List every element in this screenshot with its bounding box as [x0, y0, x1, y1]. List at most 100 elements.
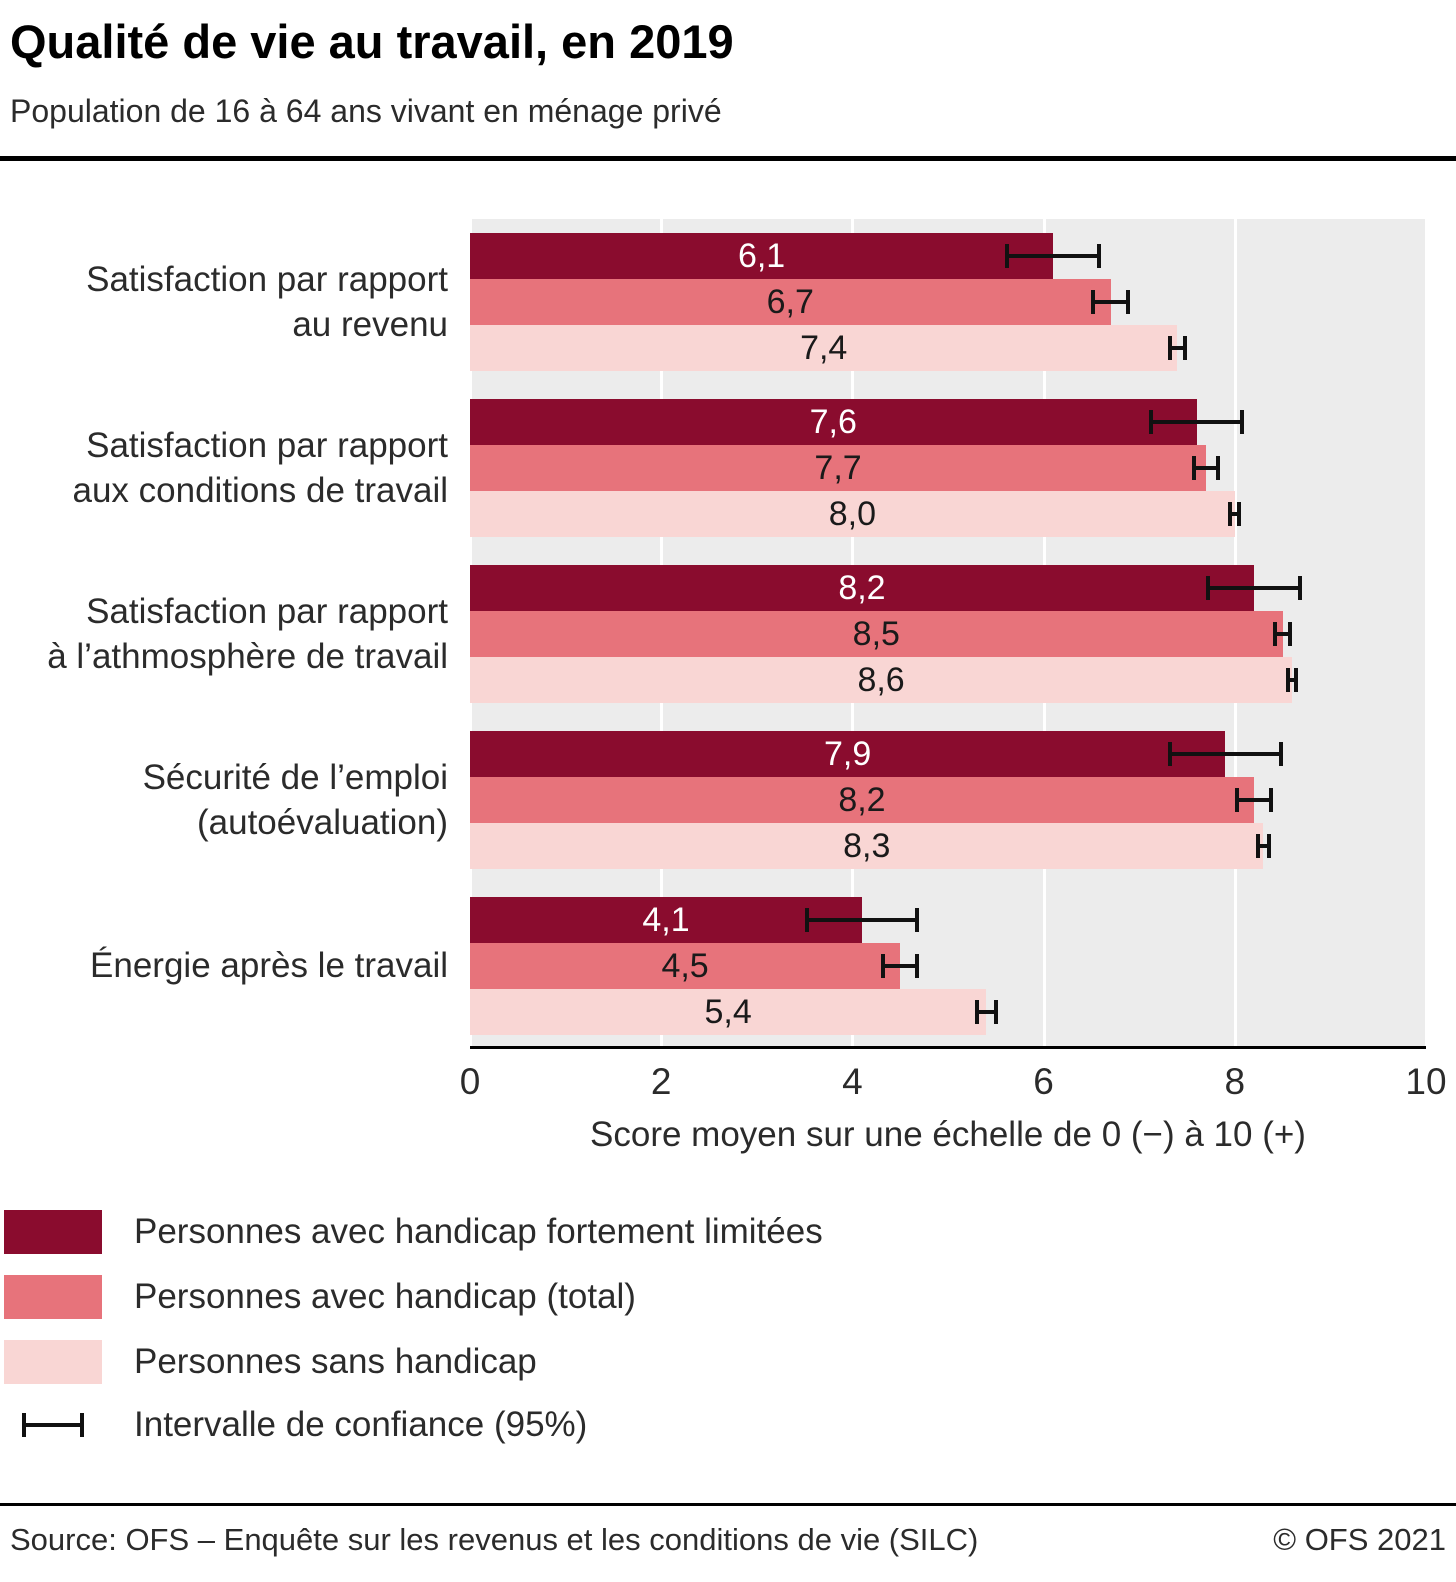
confidence-interval [804, 908, 920, 932]
value-label: 7,4 [800, 329, 848, 367]
bar-row: 8,2 [470, 777, 1426, 823]
category-bars: 8,2 8,5 8,6 [470, 551, 1426, 717]
value-label: 8,3 [843, 827, 891, 865]
legend-item: Intervalle de confiance (95%) [4, 1405, 1456, 1445]
bar: 5,4 [470, 989, 987, 1035]
confidence-interval [881, 954, 920, 978]
bar-row: 8,2 [470, 565, 1426, 611]
confidence-interval [974, 1000, 998, 1024]
value-label: 4,5 [661, 947, 709, 985]
category-bars: 6,1 6,7 7,4 [470, 219, 1426, 385]
x-tick-label: 4 [842, 1061, 863, 1102]
x-axis-label: Score moyen sur une échelle de 0 (−) à 1… [590, 1115, 1306, 1154]
category-label: Satisfaction par rapport au revenu [86, 259, 448, 345]
legend-label: Personnes sans handicap [134, 1342, 537, 1381]
confidence-interval [1234, 788, 1274, 812]
category-group: Énergie après le travail 4,1 4,5 5,4 [0, 883, 1426, 1049]
bar-row: 6,1 [470, 233, 1426, 279]
header: Qualité de vie au travail, en 2019 Popul… [0, 0, 1456, 130]
legend-item: Personnes sans handicap [4, 1340, 1456, 1384]
bar: 4,1 [470, 897, 862, 943]
legend-swatch [4, 1210, 102, 1254]
value-label: 6,1 [737, 237, 786, 275]
bar-row: 8,3 [470, 823, 1426, 869]
confidence-interval [1273, 622, 1293, 646]
legend-label: Intervalle de confiance (95%) [134, 1405, 588, 1444]
category-bars: 7,6 7,7 8,0 [470, 385, 1426, 551]
bar-row: 7,7 [470, 445, 1426, 491]
chart: Satisfaction par rapport au revenu 6,1 6,7… [0, 219, 1447, 1155]
confidence-interval [1191, 456, 1221, 480]
value-label: 8,0 [828, 495, 877, 533]
category-group: Satisfaction par rapport à l’athmosphère… [0, 551, 1426, 717]
legend-item: Personnes avec handicap (total) [4, 1275, 1456, 1319]
ci-icon-line [22, 1423, 84, 1427]
ci-line [974, 1010, 998, 1014]
ci-line [804, 918, 920, 922]
bar: 7,9 [470, 731, 1226, 777]
x-tick-label: 0 [459, 1061, 481, 1102]
value-label: 4,1 [642, 901, 690, 939]
legend-label: Personnes avec handicap (total) [134, 1277, 636, 1316]
bar-row: 6,7 [470, 279, 1426, 325]
ci-line [1206, 586, 1302, 590]
bar: 7,7 [470, 445, 1207, 491]
category-group: Sécurité de l’emploi (autoévaluation) 7,9… [0, 717, 1426, 883]
bar: 6,1 [470, 233, 1054, 279]
footer: Source: OFS – Enquête sur les revenus et… [0, 1503, 1456, 1582]
header-divider [0, 156, 1456, 161]
ci-line [1234, 798, 1274, 802]
ci-line [881, 964, 920, 968]
value-label: 6,7 [766, 283, 814, 321]
bar: 4,5 [470, 943, 901, 989]
x-tick-label: 8 [1224, 1061, 1246, 1102]
ci-line [1255, 844, 1272, 848]
bar: 8,0 [470, 491, 1235, 537]
x-tick-label: 6 [1033, 1061, 1054, 1102]
legend-label: Personnes avec handicap fortement limité… [134, 1212, 823, 1251]
confidence-interval [1255, 834, 1272, 858]
bar: 8,2 [470, 777, 1254, 823]
legend-item: Personnes avec handicap fortement limité… [4, 1210, 1456, 1254]
x-axis-ticks: 0 2 4 6 8 10 [460, 1049, 1447, 1105]
ci-line [1273, 632, 1293, 636]
page-subtitle: Population de 16 à 64 ans vivant en ména… [10, 93, 722, 129]
category-group: Satisfaction par rapport aux conditions … [0, 385, 1426, 551]
page-title: Qualité de vie au travail, en 2019 [10, 15, 734, 68]
category-label: Satisfaction par rapport aux conditions … [72, 425, 449, 511]
bar: 8,3 [470, 823, 1264, 869]
confidence-interval [1167, 336, 1188, 360]
bar-row: 8,5 [470, 611, 1426, 657]
confidence-interval [1148, 410, 1245, 434]
ci-line [1167, 752, 1283, 756]
bar-row: 5,4 [470, 989, 1426, 1035]
x-tick-label: 2 [650, 1061, 672, 1102]
gridline [1425, 219, 1426, 1046]
confidence-interval [1167, 742, 1283, 766]
bar: 6,7 [470, 279, 1111, 325]
value-label: 7,6 [809, 403, 857, 441]
bar-row: 7,4 [470, 325, 1426, 371]
bar: 8,2 [470, 565, 1254, 611]
chart-rows: Satisfaction par rapport au revenu 6,1 6,7… [0, 219, 1426, 1049]
confidence-interval [1206, 576, 1302, 600]
x-tick-label: 10 [1405, 1061, 1447, 1102]
category-bars: 7,9 8,2 8,3 [470, 717, 1426, 883]
confidence-interval [1228, 502, 1242, 526]
bar-row: 4,1 [470, 897, 1426, 943]
bar: 7,6 [470, 399, 1197, 445]
bar: 8,6 [470, 657, 1293, 703]
ci-line [1286, 678, 1298, 682]
ci-line [1167, 346, 1187, 350]
confidence-interval [1091, 290, 1130, 314]
source-note: Source: OFS – Enquête sur les revenus et… [10, 1522, 979, 1557]
bar-row: 8,0 [470, 491, 1426, 537]
bar-row: 4,5 [470, 943, 1426, 989]
confidence-interval [1286, 668, 1299, 692]
ci-line [1005, 254, 1101, 258]
category-label: Sécurité de l’emploi (autoévaluation) [142, 757, 448, 843]
value-label: 7,9 [823, 735, 872, 773]
category-group: Satisfaction par rapport au revenu 6,1 6,7… [0, 219, 1426, 385]
ci-line [1228, 512, 1242, 516]
value-label: 8,2 [838, 569, 886, 607]
